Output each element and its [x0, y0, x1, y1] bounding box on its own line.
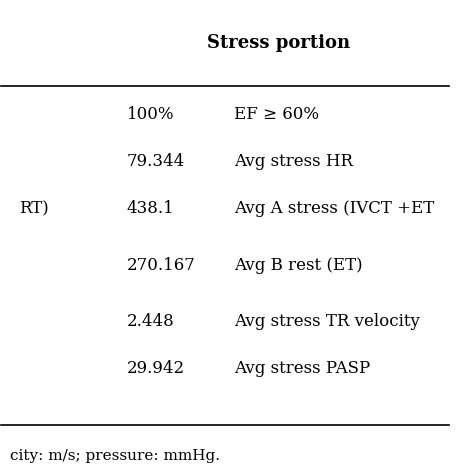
Text: RT): RT) [19, 200, 49, 217]
Text: Avg stress PASP: Avg stress PASP [234, 360, 370, 377]
Text: Avg B rest (ET): Avg B rest (ET) [234, 257, 363, 274]
Text: 29.942: 29.942 [127, 360, 185, 377]
Text: 270.167: 270.167 [127, 257, 195, 274]
Text: 2.448: 2.448 [127, 313, 174, 330]
Text: city: m/s; pressure: mmHg.: city: m/s; pressure: mmHg. [10, 449, 220, 463]
Text: Avg A stress (IVCT +ET: Avg A stress (IVCT +ET [234, 200, 434, 217]
Text: Avg stress TR velocity: Avg stress TR velocity [234, 313, 420, 330]
Text: 79.344: 79.344 [127, 153, 185, 170]
Text: 438.1: 438.1 [127, 200, 174, 217]
Text: Stress portion: Stress portion [207, 35, 350, 52]
Text: EF ≥ 60%: EF ≥ 60% [234, 106, 319, 123]
Text: Avg stress HR: Avg stress HR [234, 153, 353, 170]
Text: 100%: 100% [127, 106, 174, 123]
